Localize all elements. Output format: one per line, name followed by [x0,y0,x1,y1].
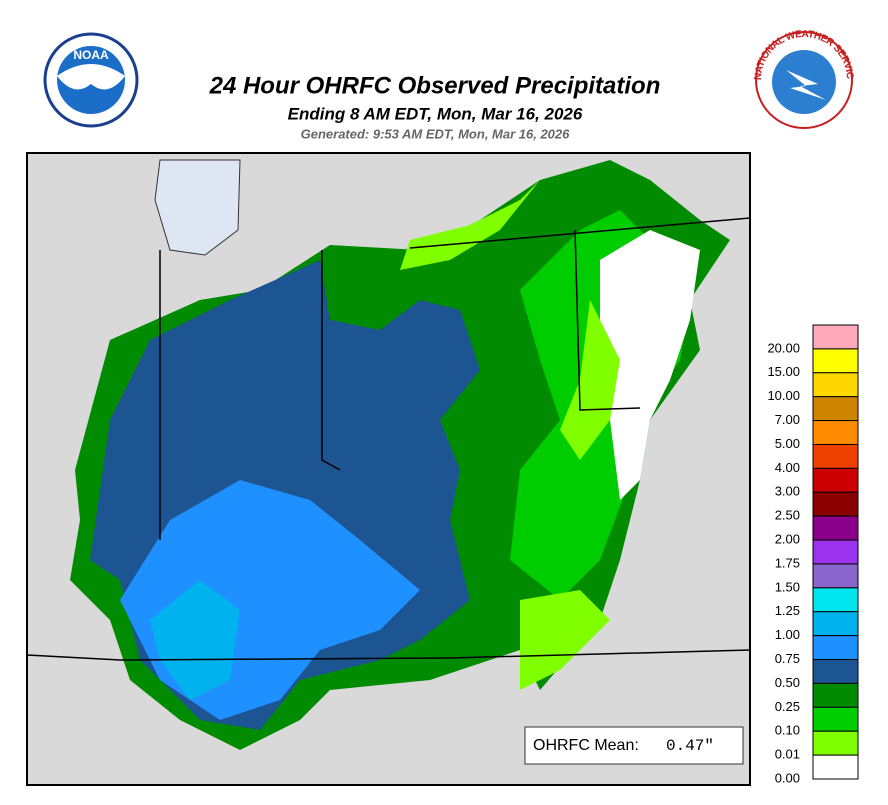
mean-label: OHRFC Mean: [533,737,639,754]
legend-swatch [812,348,859,374]
legend-swatch [812,467,859,493]
mean-value: 0.47" [666,737,714,755]
legend-label: 2.00 [775,531,800,546]
legend-label: 1.25 [775,603,800,618]
legend-label: 1.75 [775,555,800,570]
legend-label: 0.10 [775,723,800,738]
legend-swatch [812,706,859,732]
legend-swatch [812,396,859,422]
legend-label: 0.00 [775,770,800,785]
legend-swatch [812,515,859,541]
legend-label: 0.25 [775,699,800,714]
legend-label: 3.00 [775,484,800,499]
legend-label: 0.75 [775,651,800,666]
legend: 20.00 15.00 10.00 7.00 5.00 4.00 3.00 2.50 2.00 1… [767,324,859,785]
legend-label: 20.00 [767,340,800,355]
legend-swatch [812,611,859,637]
legend-label: 1.00 [775,627,800,642]
legend-swatch [812,372,859,398]
legend-label: 1.50 [775,579,800,594]
legend-swatch [812,539,859,565]
legend-swatch [812,659,859,684]
generated: Generated: 9:53 AM EDT, Mon, Mar 16, 202… [301,126,571,141]
legend-label: 5.00 [775,436,800,451]
subtitle: Ending 8 AM EDT, Mon, Mar 16, 2026 [288,104,583,123]
noaa-text: NOAA [73,48,109,62]
legend-swatch [812,635,859,661]
legend-swatch [812,420,859,445]
legend-swatch [812,587,859,613]
noaa-logo: NOAA [43,32,139,128]
legend-swatch [812,324,859,350]
legend-swatch [812,491,859,517]
legend-label: 0.50 [775,675,800,690]
legend-swatch [812,730,859,756]
legend-swatch [812,754,859,780]
legend-label: 2.50 [775,508,800,523]
title: 24 Hour OHRFC Observed Precipitation [209,72,661,99]
legend-swatch [812,682,859,708]
legend-label: 10.00 [767,388,800,403]
legend-label: 7.00 [775,412,800,427]
legend-label: 4.00 [775,460,800,475]
legend-label: 15.00 [767,364,800,379]
map [26,152,751,786]
legend-swatch [812,443,859,469]
mean-box [524,726,744,765]
legend-label: 0.01 [775,747,800,762]
legend-swatch [812,563,859,589]
